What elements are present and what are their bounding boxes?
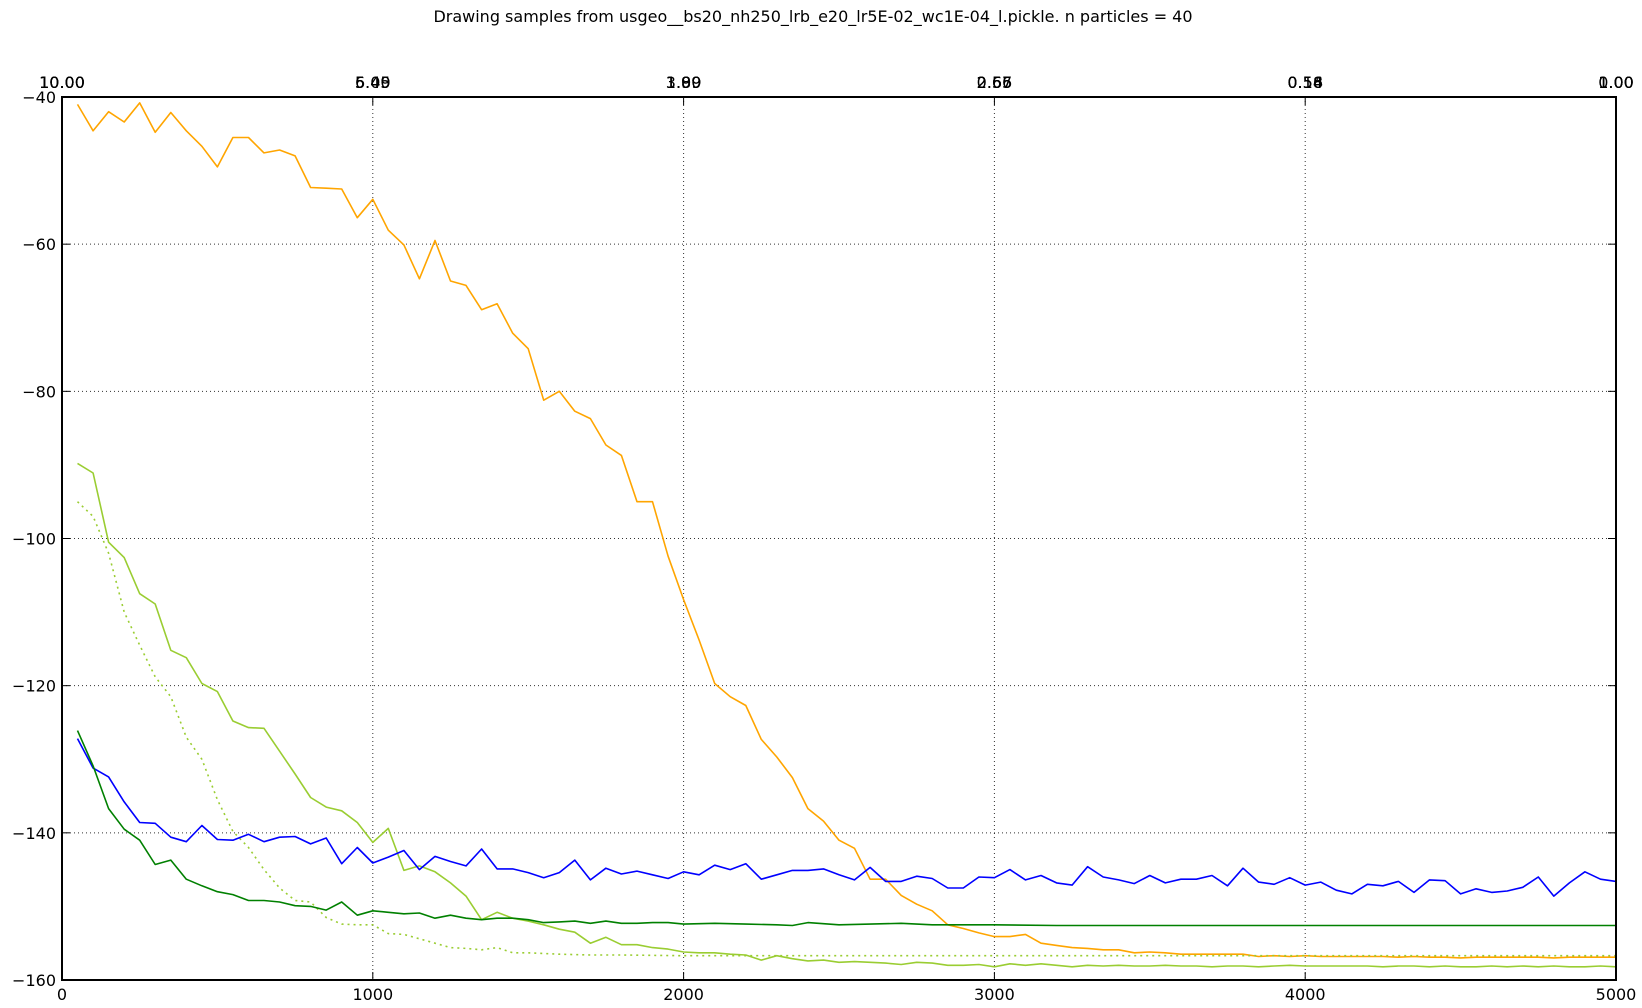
series-line-2 (76, 501, 1616, 957)
y-tick-label: −140 (12, 824, 56, 843)
y-tick-label: −60 (22, 235, 56, 254)
top-tick-label: 2.67 (977, 73, 1013, 92)
series-line-0 (76, 102, 1616, 959)
ticks: 0 1000 2000 3000 4000 5000 −160 −140 −120 −100 −80… (12, 73, 1636, 1004)
series-line-4 (76, 730, 1616, 927)
x-tick-label: 5000 (1596, 985, 1637, 1004)
top-tick-label: 3.00 (666, 73, 702, 92)
top-tick-label: 6.00 (355, 73, 391, 92)
top-tick-label: 1.99 (666, 73, 702, 92)
top-tick-label: 0.56 (1287, 73, 1323, 92)
y-tick-label: −100 (12, 530, 56, 549)
top-tick-label: 0.14 (1287, 73, 1323, 92)
top-tick-label: 1.00 (1598, 73, 1634, 92)
x-tick-label: 2000 (663, 985, 704, 1004)
chart-title: Drawing samples from usgeo__bs20_nh250_l… (433, 7, 1192, 27)
top-tick-label: 0.58 (1287, 73, 1323, 92)
top-tick-label: 5.49 (355, 73, 391, 92)
series-line-1 (77, 462, 1617, 968)
top-tick-label: 10.00 (39, 73, 85, 92)
y-tick-label: −40 (22, 88, 56, 107)
x-tick-label: 1000 (352, 985, 393, 1004)
series-line-3 (76, 738, 1617, 897)
x-tick-label: 3000 (974, 985, 1015, 1004)
series-group (76, 102, 1617, 968)
x-tick-label: 4000 (1285, 985, 1326, 1004)
y-tick-label: −120 (12, 677, 56, 696)
top-tick-label: 5.45 (355, 73, 391, 92)
top-tick-label: 0.56 (977, 73, 1013, 92)
top-tick-label: 1.00 (1598, 73, 1634, 92)
y-tick-label: −80 (22, 382, 56, 401)
top-tick-label: 2.65 (977, 73, 1013, 92)
top-tick-label: 10.00 (39, 73, 85, 92)
x-tick-label: 0 (57, 985, 67, 1004)
top-tick-label: 0.00 (1598, 73, 1634, 92)
top-tick-label: 1.89 (666, 73, 702, 92)
grid (61, 96, 1617, 981)
y-tick-label: −160 (12, 971, 56, 990)
top-tick-label: 10.00 (39, 73, 85, 92)
